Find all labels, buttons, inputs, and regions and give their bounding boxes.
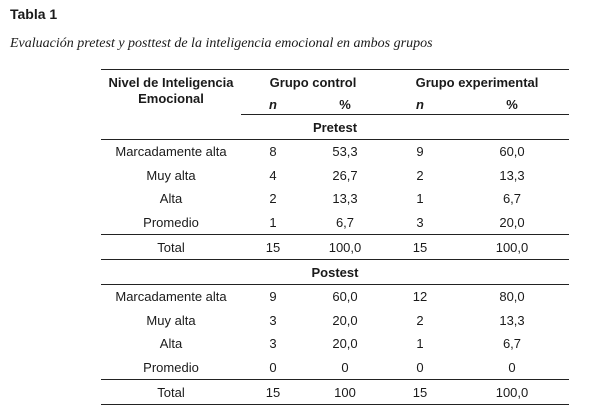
table-row: Muy alta 4 26,7 2 13,3 <box>101 164 569 188</box>
cell-experimental-pct: 13,3 <box>499 167 525 183</box>
total-row: Total 15 100,0 15 100,0 <box>101 234 569 260</box>
cell-control-pct: 53,3 <box>332 144 358 160</box>
cell-control-n: 3 <box>269 312 277 328</box>
cell-control-pct: 100 <box>305 379 385 405</box>
cell-experimental-pct: 60,0 <box>499 144 525 160</box>
header-nivel: Nivel de Inteligencia Emocional <box>101 69 241 115</box>
header-row-groups: Nivel de Inteligencia Emocional Grupo co… <box>101 69 569 115</box>
cell-experimental-pct: 100,0 <box>455 379 569 405</box>
section-label: Postest <box>101 259 569 285</box>
header-grupo-control: Grupo control <box>241 69 385 94</box>
cell-control-n: 3 <box>269 336 277 352</box>
row-nivel: Promedio <box>143 359 199 375</box>
cell-experimental-pct: 100,0 <box>455 234 569 260</box>
cell-control-pct: 0 <box>341 359 349 375</box>
cell-experimental-n: 15 <box>385 234 455 260</box>
cell-experimental-n: 1 <box>416 191 424 207</box>
cell-experimental-n: 9 <box>416 144 424 160</box>
cell-experimental-n: 3 <box>416 214 424 230</box>
header-experimental-n: n <box>385 94 455 115</box>
header-grupo-experimental: Grupo experimental <box>385 69 569 94</box>
cell-control-pct: 13,3 <box>332 191 358 207</box>
header-control-pct: % <box>305 94 385 115</box>
section-postest: Postest <box>101 259 569 285</box>
row-nivel: Marcadamente alta <box>115 144 227 160</box>
table-row: Promedio 1 6,7 3 20,0 <box>101 211 569 235</box>
cell-control-pct: 6,7 <box>335 214 355 230</box>
row-nivel: Muy alta <box>146 312 196 328</box>
total-row: Total 15 100 15 100,0 <box>101 379 569 405</box>
cell-control-n: 8 <box>269 144 277 160</box>
header-experimental-pct: % <box>455 94 569 115</box>
cell-control-pct: 20,0 <box>332 312 358 328</box>
results-table: Nivel de Inteligencia Emocional Grupo co… <box>101 69 569 405</box>
table-row: Promedio 0 0 0 0 <box>101 356 569 380</box>
header-control-n: n <box>241 94 305 115</box>
table-row: Alta 3 20,0 1 6,7 <box>101 332 569 356</box>
cell-control-n: 2 <box>269 191 277 207</box>
cell-experimental-n: 0 <box>416 359 424 375</box>
cell-experimental-pct: 20,0 <box>499 214 525 230</box>
row-nivel: Muy alta <box>146 167 196 183</box>
table-row: Alta 2 13,3 1 6,7 <box>101 187 569 211</box>
header-row-subcolumns: n % n % <box>101 94 569 115</box>
table-number: Tabla 1 <box>10 6 58 22</box>
cell-experimental-n: 1 <box>416 336 424 352</box>
cell-control-pct: 100,0 <box>305 234 385 260</box>
cell-experimental-pct: 80,0 <box>499 289 525 305</box>
section-label: Pretest <box>101 114 569 140</box>
cell-control-pct: 20,0 <box>332 336 358 352</box>
cell-experimental-n: 2 <box>416 312 424 328</box>
cell-control-n: 0 <box>269 359 277 375</box>
cell-experimental-pct: 13,3 <box>499 312 525 328</box>
cell-control-n: 15 <box>241 234 305 260</box>
cell-control-n: 9 <box>269 289 277 305</box>
cell-experimental-pct: 0 <box>508 359 516 375</box>
table-row: Muy alta 3 20,0 2 13,3 <box>101 309 569 333</box>
cell-experimental-n: 12 <box>412 289 428 305</box>
cell-experimental-n: 15 <box>385 379 455 405</box>
row-nivel: Total <box>101 379 241 405</box>
cell-experimental-pct: 6,7 <box>502 336 522 352</box>
table-row: Marcadamente alta 8 53,3 9 60,0 <box>101 140 569 164</box>
table-row: Marcadamente alta 9 60,0 12 80,0 <box>101 285 569 309</box>
section-pretest: Pretest <box>101 114 569 140</box>
cell-control-pct: 26,7 <box>332 167 358 183</box>
cell-experimental-pct: 6,7 <box>502 191 522 207</box>
cell-control-n: 15 <box>241 379 305 405</box>
cell-experimental-n: 2 <box>416 167 424 183</box>
row-nivel: Marcadamente alta <box>115 289 227 305</box>
row-nivel: Alta <box>159 191 183 207</box>
cell-control-n: 4 <box>269 167 277 183</box>
table-title: Evaluación pretest y posttest de la inte… <box>10 36 433 51</box>
row-nivel: Alta <box>159 336 183 352</box>
row-nivel: Promedio <box>143 214 199 230</box>
cell-control-pct: 60,0 <box>332 289 358 305</box>
cell-control-n: 1 <box>269 214 277 230</box>
row-nivel: Total <box>101 234 241 260</box>
